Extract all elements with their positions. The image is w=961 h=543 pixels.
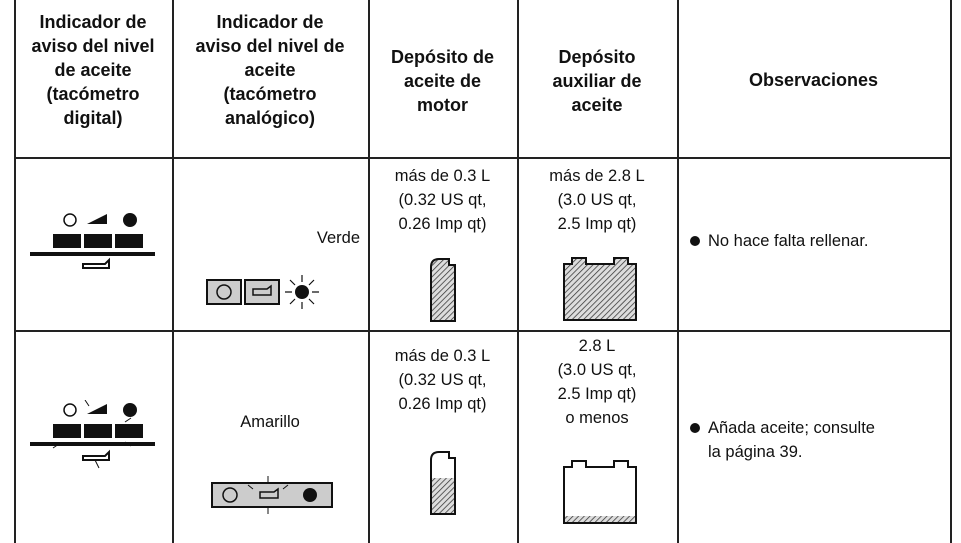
analog-indicator-icon: [211, 476, 333, 514]
cell: más de 0.3 L (0.32 US qt, 0.26 Imp qt): [394, 167, 491, 233]
bullet: [690, 423, 700, 433]
digital-indicator-icon: [30, 400, 155, 469]
analog-indicator-icon: [206, 275, 319, 309]
header-cell: Depósito auxiliar de aceite: [552, 47, 642, 115]
digital-indicator-icon: [30, 213, 155, 269]
header-cell: Indicador de aviso del nivel de aceite (…: [31, 12, 155, 128]
bullet: [690, 236, 700, 246]
border: [677, 0, 679, 543]
cell: más de 0.3 L (0.32 US qt, 0.26 Imp qt): [394, 347, 491, 413]
aux-tank-icon: [563, 460, 637, 524]
border: [14, 0, 16, 543]
header-cell: Indicador de aviso del nivel de aceite (…: [195, 12, 345, 128]
border: [14, 330, 951, 332]
engine-tank-icon: [430, 451, 456, 515]
cell: 2.8 L (3.0 US qt, 2.5 Imp qt) o menos: [557, 337, 637, 427]
aux-tank-icon: [563, 257, 637, 321]
border: [950, 0, 952, 543]
cell: Verde: [316, 229, 360, 247]
engine-tank-icon: [430, 258, 456, 322]
border: [368, 0, 370, 543]
border: [517, 0, 519, 543]
cell: Añada aceite; consulte la página 39.: [708, 419, 875, 461]
border: [172, 0, 174, 543]
cell: No hace falta rellenar.: [708, 232, 869, 250]
border: [14, 157, 951, 159]
header-cell: Observaciones: [748, 70, 879, 90]
header-cell: Depósito de aceite de motor: [390, 47, 494, 115]
cell: Amarillo: [240, 413, 300, 431]
cell: más de 2.8 L (3.0 US qt, 2.5 Imp qt): [549, 167, 645, 233]
